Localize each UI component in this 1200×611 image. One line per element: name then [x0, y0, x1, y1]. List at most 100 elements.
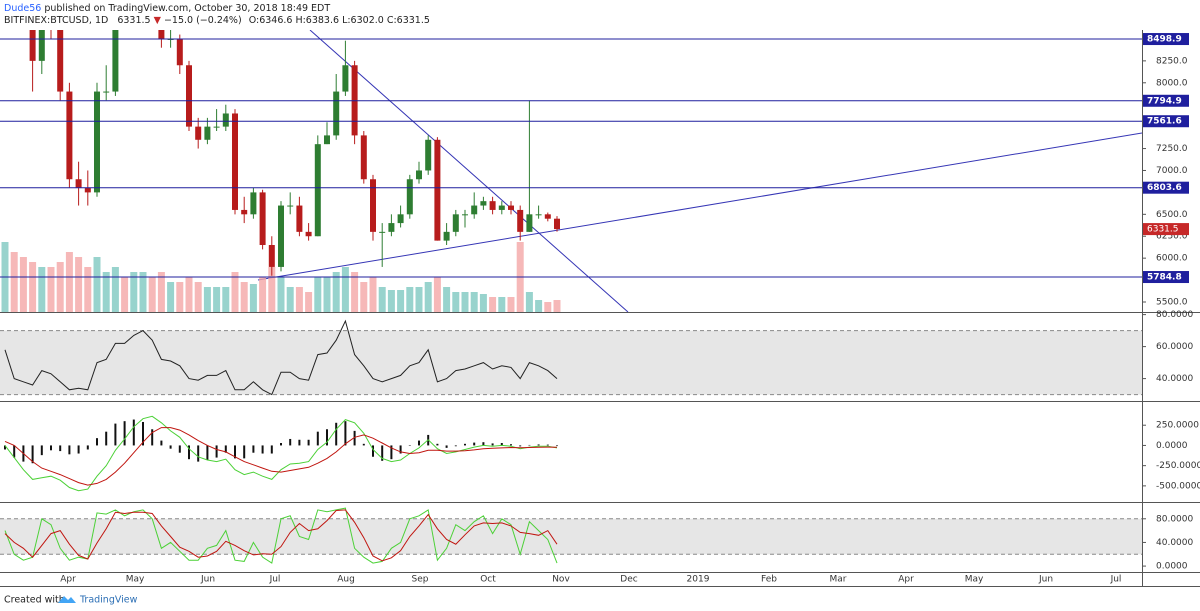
level-label: 7561.6: [1147, 117, 1182, 127]
x-tick-label: Apr: [898, 575, 914, 585]
histogram-bar: [270, 445, 273, 454]
change-arrow: ▼: [154, 15, 162, 26]
candle-body: [287, 205, 294, 207]
histogram-bar: [178, 445, 181, 453]
level-label-box: [1143, 181, 1189, 194]
histogram-bar: [160, 440, 163, 446]
candle-body: [38, 30, 45, 61]
volume-bar: [249, 284, 257, 312]
ohlc: O:6346.6 H:6383.6 L:6302.0 C:6331.5: [249, 15, 430, 26]
x-tick-label: Jul: [269, 575, 281, 585]
histogram-bar: [197, 445, 200, 462]
histogram-bar: [482, 442, 485, 446]
candle-body: [416, 170, 422, 180]
candle-body: [204, 126, 211, 140]
volume-bar: [121, 277, 129, 312]
histogram-bar: [96, 438, 98, 446]
histogram-bar: [206, 445, 209, 460]
histogram-bar: [519, 445, 522, 447]
candle-body: [452, 214, 459, 232]
volume-bar: [489, 297, 497, 312]
symbol: BITFINEX:BTCUSD, 1D: [4, 15, 108, 26]
candle-body: [232, 113, 238, 210]
histogram-bar: [510, 444, 512, 446]
histogram-bar: [224, 445, 227, 453]
band: [0, 518, 1142, 555]
histogram-bar: [132, 419, 135, 446]
volume-bar: [378, 287, 386, 312]
volume-bar: [277, 277, 285, 312]
author: Dude56: [4, 3, 41, 14]
indicator-line: [4, 509, 558, 562]
y-tick-label: 60.0000: [1156, 342, 1193, 352]
x-tick-label: Jul: [1110, 575, 1122, 585]
y-tick-label: 80.0000: [1156, 514, 1193, 524]
band: [0, 330, 1142, 395]
footer-brand: TradingView: [79, 595, 138, 606]
volume-bar: [351, 272, 359, 312]
x-tick-label: Jun: [200, 575, 215, 585]
level-label-box: [1143, 33, 1189, 46]
candle-body: [241, 209, 248, 215]
histogram-bar: [142, 421, 144, 446]
histogram-bar: [280, 443, 282, 446]
trend-lines: [257, 30, 1142, 312]
volume-bar: [305, 292, 313, 312]
histogram-bar: [307, 439, 310, 446]
candle-body: [489, 201, 496, 210]
candle-body: [544, 214, 551, 219]
candle-body: [259, 192, 266, 246]
candle-body: [112, 30, 119, 92]
volume-bar: [323, 277, 331, 312]
volume-bar: [213, 287, 221, 312]
x-tick-label: Dec: [620, 575, 637, 585]
ascending-trend-line: [257, 132, 1142, 281]
histogram-bar: [50, 445, 52, 451]
y-tick-label: 7250.0: [1156, 144, 1188, 154]
volume-bar: [75, 257, 83, 312]
volume-bar: [167, 282, 175, 312]
y-tick-label: 8250.0: [1156, 56, 1188, 66]
indicator-pane: [0, 319, 1142, 396]
y-tick-label: 8000.0: [1156, 78, 1188, 88]
volume-bar: [84, 267, 92, 312]
volume-bar: [240, 282, 248, 312]
histogram-bar: [59, 445, 62, 452]
macd-pane: [4, 415, 558, 492]
candle-body: [425, 139, 432, 171]
macd-line: [4, 415, 558, 492]
histogram-bar: [31, 445, 34, 464]
published: published on TradingView.com, October 30…: [44, 3, 330, 14]
candle-body: [278, 205, 284, 267]
x-tick-label: Feb: [761, 575, 777, 585]
candle-body: [342, 65, 349, 92]
x-tick-label: Sep: [412, 575, 429, 585]
descending-trend-line: [309, 30, 629, 312]
volume-bar: [222, 287, 230, 312]
candle-body: [498, 205, 505, 210]
histogram-bar: [261, 445, 264, 454]
footer-created: Created with: [4, 595, 65, 606]
candle-body: [195, 126, 202, 140]
histogram-bar: [40, 445, 43, 456]
volume-bar: [139, 272, 147, 312]
candle-body: [434, 139, 441, 241]
volume-bar: [544, 302, 552, 312]
x-tick-label: Oct: [480, 575, 496, 585]
candle-body: [314, 144, 321, 237]
candle-body: [84, 188, 91, 193]
candle-body: [222, 113, 229, 127]
histogram-bar: [123, 421, 126, 446]
panes: [0, 30, 1200, 587]
volume-bar: [231, 272, 239, 312]
level-label-box: [1143, 94, 1189, 107]
volume-bar: [148, 277, 156, 312]
volume-bar: [433, 277, 441, 312]
candle-body: [517, 209, 524, 232]
candle-body: [296, 205, 303, 232]
histogram-bar: [362, 443, 365, 446]
histogram-bar: [335, 422, 338, 446]
volume-bar: [194, 282, 202, 312]
volume-bar: [525, 292, 533, 312]
